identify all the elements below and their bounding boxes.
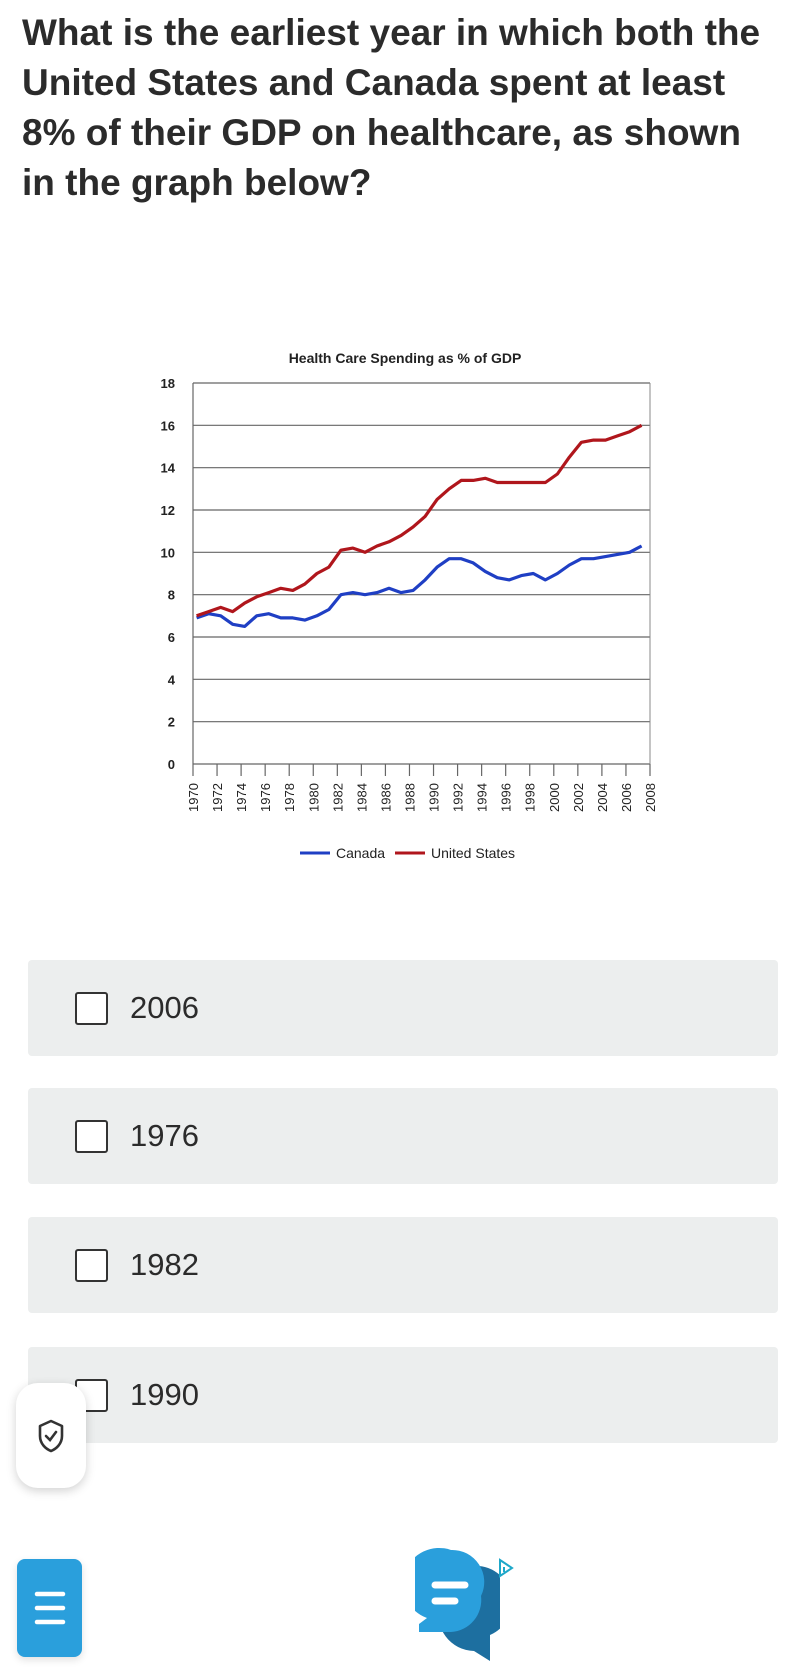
series-line-united-states bbox=[196, 423, 643, 618]
legend: Canada United States bbox=[300, 845, 515, 861]
x-tick-label: 1994 bbox=[475, 783, 490, 812]
x-tick-label: 1976 bbox=[258, 783, 273, 812]
x-tick-label: 1972 bbox=[210, 783, 225, 812]
legend-label-canada: Canada bbox=[336, 845, 385, 861]
x-tick-label: 1970 bbox=[186, 783, 201, 812]
x-tick-label: 2002 bbox=[571, 783, 586, 812]
option-label: 2006 bbox=[130, 990, 199, 1025]
x-tick-label: 1978 bbox=[282, 783, 297, 812]
checkbox[interactable] bbox=[75, 1249, 108, 1282]
x-tick-label: 1984 bbox=[354, 783, 369, 812]
ad-choices-icon[interactable] bbox=[498, 1558, 514, 1578]
question-text: What is the earliest year in which both … bbox=[22, 12, 761, 203]
x-tick-label: 2000 bbox=[547, 783, 562, 812]
y-tick-label: 16 bbox=[161, 418, 175, 433]
health-spending-chart: Health Care Spending as % of GDP 0 2 4 6 8 10… bbox=[161, 350, 658, 861]
option-1982[interactable]: 1982 bbox=[28, 1217, 778, 1313]
x-tick-label: 1974 bbox=[234, 783, 249, 812]
chat-bubbles-icon[interactable] bbox=[415, 1545, 500, 1663]
x-tick-label: 1988 bbox=[402, 783, 417, 812]
checkbox[interactable] bbox=[75, 992, 108, 1025]
x-tick-label: 2004 bbox=[595, 783, 610, 812]
option-label: 1990 bbox=[130, 1377, 199, 1412]
x-tick-label: 1996 bbox=[499, 783, 514, 812]
legend-label-us: United States bbox=[431, 845, 515, 861]
x-tick-label: 1980 bbox=[306, 783, 321, 812]
menu-icon bbox=[34, 1591, 65, 1625]
series-line-canada bbox=[196, 544, 643, 628]
y-tick-label: 12 bbox=[161, 503, 175, 518]
chart-title: Health Care Spending as % of GDP bbox=[289, 350, 522, 366]
checkbox[interactable] bbox=[75, 1120, 108, 1153]
option-label: 1976 bbox=[130, 1118, 199, 1153]
x-tick-label: 2008 bbox=[643, 783, 658, 812]
option-1990[interactable]: 1990 bbox=[28, 1347, 778, 1443]
option-label: 1982 bbox=[130, 1247, 199, 1282]
y-tick-label: 0 bbox=[168, 757, 175, 772]
x-tick-label: 1992 bbox=[451, 783, 466, 812]
shield-button[interactable] bbox=[16, 1383, 86, 1488]
y-tick-label: 2 bbox=[168, 715, 175, 730]
y-tick-label: 8 bbox=[168, 588, 175, 603]
option-2006[interactable]: 2006 bbox=[28, 960, 778, 1056]
option-1976[interactable]: 1976 bbox=[28, 1088, 778, 1184]
x-tick-label: 1986 bbox=[378, 783, 393, 812]
y-tick-label: 6 bbox=[168, 630, 175, 645]
y-tick-label: 14 bbox=[161, 461, 176, 476]
x-tick-label: 1998 bbox=[523, 783, 538, 812]
x-tick-label: 2006 bbox=[619, 783, 634, 812]
y-tick-label: 4 bbox=[168, 672, 176, 687]
menu-button[interactable] bbox=[17, 1559, 82, 1657]
shield-check-icon bbox=[38, 1419, 64, 1452]
x-tick-label: 1990 bbox=[427, 783, 442, 812]
x-tick-label: 1982 bbox=[330, 783, 345, 812]
y-tick-label: 10 bbox=[161, 545, 175, 560]
y-tick-label: 18 bbox=[161, 376, 175, 391]
